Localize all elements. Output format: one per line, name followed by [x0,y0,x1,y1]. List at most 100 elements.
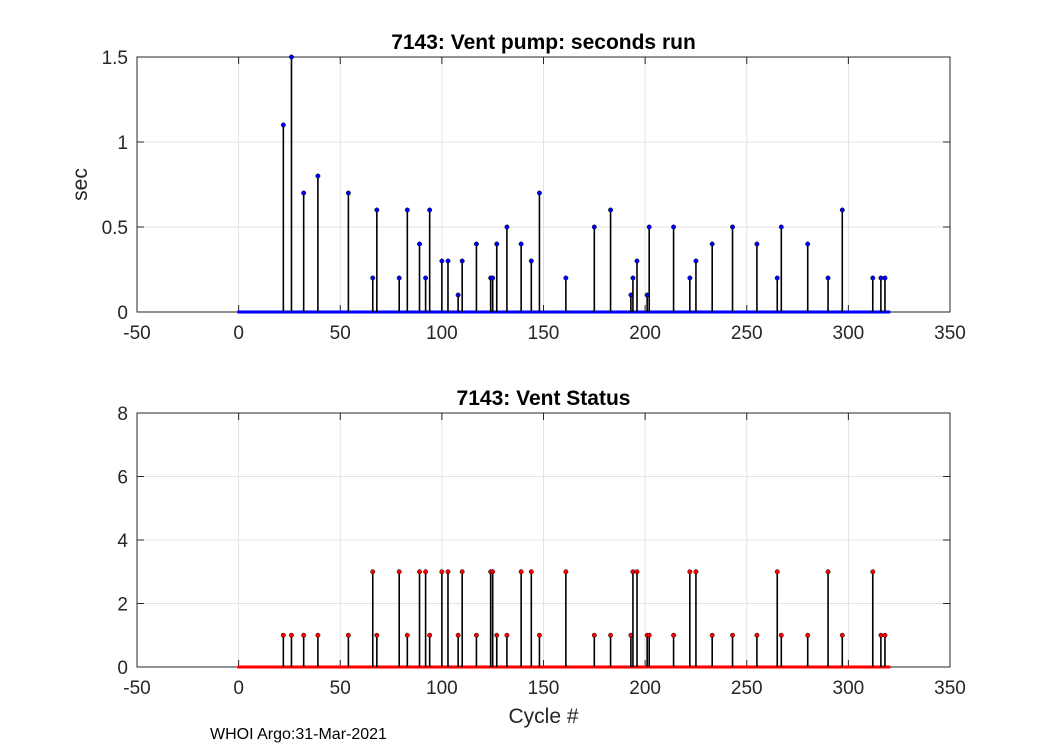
stem-marker [778,632,784,638]
stem-marker [490,569,496,575]
stem-marker [459,258,465,264]
x-tick-label: 0 [233,323,244,344]
stem-marker [754,241,760,247]
stem-marker [280,122,286,128]
y-tick-label: 6 [117,468,128,489]
y-axis-label: sec [69,168,92,201]
stem-marker [730,632,735,638]
stem-marker [445,569,451,575]
x-tick-label: 300 [833,323,865,344]
x-tick-label: 300 [833,678,865,699]
stem-marker [280,632,286,638]
stem-marker [882,275,888,281]
y-tick-label: 1.5 [102,48,128,69]
stem-marker [591,224,597,230]
stem-marker [778,224,784,230]
stem-marker [439,258,445,264]
stem-marker [693,569,699,575]
stem-marker [289,632,294,638]
stem-marker [730,224,735,230]
stem-marker [473,632,479,638]
stem-marker [839,207,845,213]
stem-marker [805,241,811,247]
stem-marker [445,258,451,264]
stem-marker [301,190,307,196]
stem-marker [774,275,780,281]
chart-title: 7143: Vent Status [457,387,631,410]
stem-marker [671,632,677,638]
x-tick-label: 150 [528,678,560,699]
stem-marker [805,632,811,638]
stem-marker [709,632,715,638]
stem-marker [630,275,636,281]
stem-marker [490,275,496,281]
stem-marker [634,569,640,575]
stem-marker [528,258,534,264]
y-tick-label: 0 [117,658,128,679]
footer-credit: WHOI Argo:31-Mar-2021 [210,726,387,743]
stem-marker [754,632,760,638]
x-tick-label: -50 [123,678,150,699]
stem-marker [591,632,597,638]
stem-marker [404,632,410,638]
stem-marker [634,258,640,264]
stem-marker [563,569,569,575]
stem-marker [427,207,433,213]
stem-marker [455,632,461,638]
stem-marker [693,258,699,264]
y-tick-label: 8 [117,404,128,425]
stem-marker [494,632,500,638]
stem-marker [878,275,884,281]
stem-marker [671,224,677,230]
y-tick-label: 4 [117,531,128,552]
stem-marker [315,173,321,179]
x-tick-label: 50 [330,323,351,344]
stem-marker [396,569,402,575]
x-tick-label: 250 [731,323,763,344]
stem-marker [825,569,831,575]
stem-marker [396,275,402,281]
stem-marker [687,569,693,575]
y-tick-label: 1 [117,133,128,154]
stem-marker [289,54,294,60]
zero-marker [887,310,891,314]
stem-marker [315,632,321,638]
x-tick-label: 100 [426,678,458,699]
stem-marker [374,632,380,638]
x-tick-label: 100 [426,323,458,344]
stem-marker [709,241,715,247]
stem-marker [608,632,614,638]
stem-marker [608,207,614,213]
x-tick-label: 50 [330,678,351,699]
y-tick-label: 0.5 [102,218,128,239]
stem-marker [687,275,693,281]
x-tick-label: 350 [934,323,966,344]
stem-marker [301,632,307,638]
zero-markers [237,665,891,669]
stem-marker [423,275,429,281]
y-tick-label: 2 [117,595,128,616]
stem-marker [536,190,542,196]
stem-marker [518,569,524,575]
x-tick-label: -50 [123,323,150,344]
stem-marker [370,569,376,575]
stem-marker [536,632,542,638]
x-tick-label: 250 [731,678,763,699]
stem-marker [427,632,433,638]
stem-marker [417,241,422,247]
stem-marker [423,569,429,575]
y-tick-label: 0 [117,303,128,324]
stem-marker [870,569,876,575]
x-axis-label: Cycle # [508,705,578,728]
stem-marker [870,275,876,281]
stem-marker [646,224,652,230]
stem-marker [374,207,380,213]
stem-marker [630,569,636,575]
stem-marker [439,569,445,575]
x-tick-label: 0 [233,678,244,699]
x-tick-label: 200 [629,323,661,344]
stem-marker [504,632,510,638]
stem-marker [878,632,884,638]
